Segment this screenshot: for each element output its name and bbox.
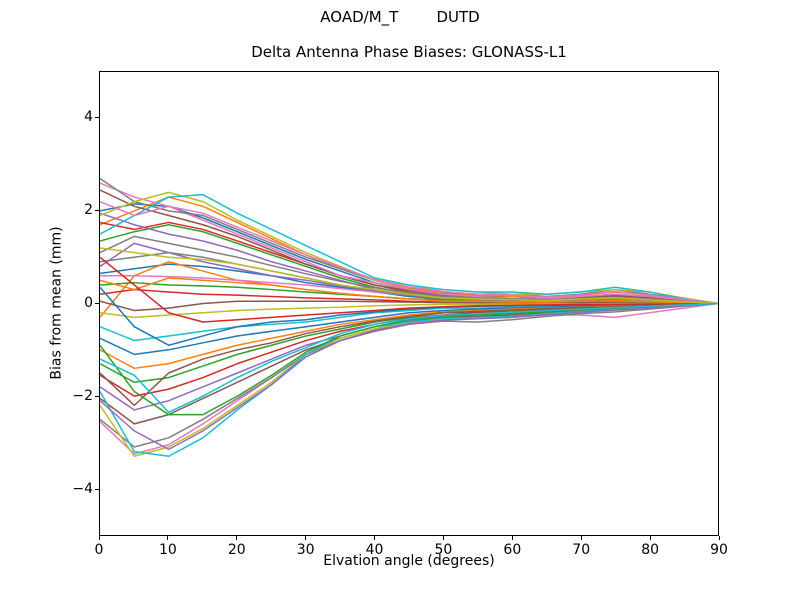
y-tick-mark	[95, 303, 99, 304]
series-line	[100, 302, 718, 407]
x-tick-mark	[649, 536, 651, 540]
series-line	[100, 302, 718, 319]
chart-title: Delta Antenna Phase Biases: GLONASS-L1	[251, 43, 567, 61]
series-line	[100, 277, 718, 305]
x-axis-label: Elvation angle (degrees)	[323, 553, 495, 569]
series-line	[100, 302, 718, 451]
x-tick-label: 80	[641, 542, 660, 558]
series-line	[100, 193, 718, 305]
series-line	[100, 256, 718, 323]
x-tick-label: 50	[434, 542, 453, 558]
series-line	[100, 302, 718, 457]
plot-svg	[100, 177, 718, 457]
y-tick-mark	[95, 396, 99, 397]
y-tick-label: 4	[84, 109, 93, 125]
series-line	[100, 302, 718, 448]
y-tick-label: −4	[72, 481, 93, 497]
x-tick-label: 70	[572, 542, 591, 558]
x-tick-mark	[167, 536, 169, 540]
y-tick-label: 2	[84, 202, 93, 218]
series-line	[100, 302, 718, 455]
y-tick-label: 0	[84, 295, 93, 311]
series-line	[100, 247, 718, 305]
x-tick-mark	[305, 536, 307, 540]
y-tick-mark	[95, 210, 99, 211]
x-tick-mark	[580, 536, 582, 540]
series-line	[100, 235, 718, 305]
x-tick-label: 10	[158, 542, 177, 558]
x-tick-label: 90	[710, 542, 728, 558]
series-line	[100, 302, 718, 414]
x-tick-mark	[511, 536, 513, 540]
series-line	[100, 302, 718, 416]
x-tick-label: 0	[94, 542, 104, 558]
series-line	[100, 251, 718, 305]
x-tick-mark	[442, 536, 444, 540]
series-line	[100, 200, 718, 305]
x-tick-mark	[374, 536, 376, 540]
x-tick-label: 40	[365, 542, 384, 558]
y-tick-mark	[95, 489, 99, 490]
figure-suptitle: AOAD/M_T DUTD	[320, 8, 480, 26]
x-tick-mark	[236, 536, 238, 540]
y-tick-label: −2	[72, 388, 93, 404]
x-tick-mark	[718, 536, 720, 540]
series-line	[100, 189, 718, 305]
x-tick-label: 20	[227, 542, 246, 558]
series-line	[100, 300, 718, 312]
plot-area	[99, 71, 719, 536]
x-tick-label: 60	[503, 542, 522, 558]
x-tick-label: 30	[296, 542, 315, 558]
series-line	[100, 182, 718, 305]
y-tick-mark	[95, 117, 99, 118]
series-line	[100, 263, 718, 305]
x-tick-mark	[98, 536, 100, 540]
